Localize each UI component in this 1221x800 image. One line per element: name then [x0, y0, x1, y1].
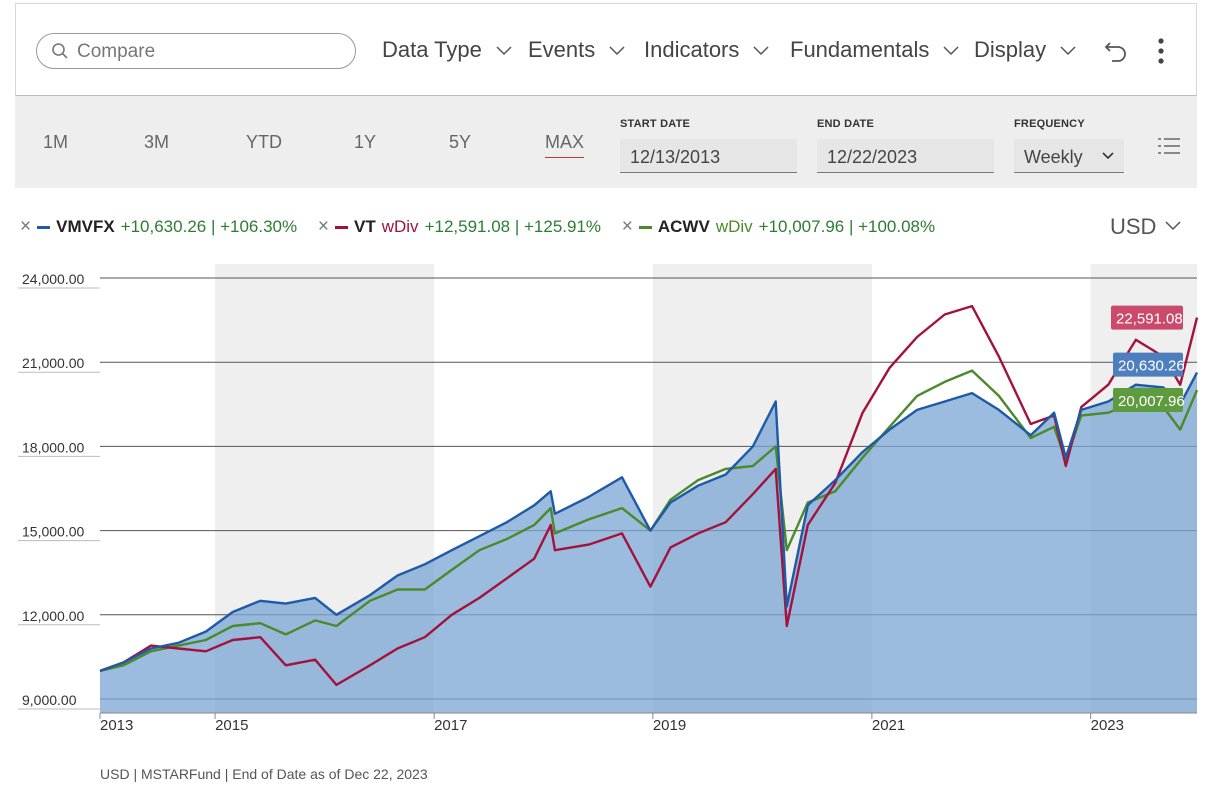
display-menu[interactable]: Display — [974, 37, 1076, 63]
x-tick-label: 2017 — [434, 717, 467, 734]
chevron-down-icon[interactable] — [1165, 221, 1181, 231]
series-line-vmvfx — [99, 372, 1199, 673]
y-tick-label: 9,000.00 — [22, 692, 77, 708]
events-label: Events — [528, 37, 596, 62]
end-value-label: 22,591.08 — [1116, 311, 1183, 328]
legend-wdiv: wDiv — [381, 217, 419, 236]
chevron-down-icon — [1060, 46, 1076, 56]
end-value-tag — [1113, 388, 1183, 413]
remove-series-icon[interactable]: × — [20, 216, 32, 237]
indicators-label: Indicators — [644, 37, 740, 62]
chevron-down-icon — [943, 46, 959, 56]
start-date-value: 12/13/2013 — [630, 147, 721, 167]
price-chart[interactable]: 9,000.00 12,000.00 15,000.00 18,000.00 21,00… — [0, 240, 1221, 750]
start-date-field[interactable]: 12/13/2013 — [620, 139, 797, 173]
legend-ticker: ACWV — [657, 217, 710, 236]
y-tick-label: 18,000.00 — [22, 439, 84, 455]
chart-footer: USD | MSTARFund | End of Date as of Dec … — [100, 766, 428, 782]
legend-entry-acwv: × ACWV wDiv +10,007.96 | +100.08% — [621, 216, 951, 237]
range-1m-button[interactable]: 1M — [43, 132, 69, 152]
frequency-value: Weekly — [1024, 147, 1083, 167]
legend-change: +10,630.26 | +106.30% — [120, 217, 298, 236]
chevron-down-icon — [609, 46, 625, 56]
search-icon — [52, 43, 68, 59]
legend-ticker: VMVFX — [56, 217, 115, 236]
chevron-down-icon — [496, 46, 512, 56]
y-tick-label: 21,000.00 — [22, 355, 84, 371]
fundamentals-menu[interactable]: Fundamentals — [790, 37, 959, 63]
range-5y-button[interactable]: 5Y — [449, 132, 472, 152]
remove-series-icon[interactable]: × — [621, 216, 633, 237]
end-value-label: 20,630.26 — [1118, 358, 1185, 375]
remove-series-icon[interactable]: × — [317, 216, 329, 237]
end-value-tag — [1113, 352, 1183, 377]
range-max-button[interactable]: MAX — [545, 132, 585, 158]
legend-entry-vt: × VT wDiv +12,591.08 | +125.91% — [317, 216, 622, 237]
legend-entry-vmvfx: × VMVFX +10,630.26 | +106.30% — [20, 216, 318, 237]
end-date-field[interactable]: 12/22/2023 — [817, 139, 994, 173]
undo-icon[interactable] — [1104, 38, 1128, 62]
list-view-icon[interactable] — [1157, 136, 1181, 156]
range-1y-button[interactable]: 1Y — [354, 132, 377, 152]
currency-select[interactable]: USD — [1110, 214, 1157, 239]
frequency-select[interactable]: Weekly — [1014, 139, 1124, 173]
x-tick-label: 2013 — [100, 717, 133, 734]
chevron-down-icon — [1102, 152, 1114, 160]
range-3m-button[interactable]: 3M — [144, 132, 170, 152]
y-tick-label: 24,000.00 — [22, 271, 84, 287]
range-ytd-button[interactable]: YTD — [246, 132, 282, 152]
legend-wdiv: wDiv — [715, 217, 753, 236]
x-tick-label: 2019 — [653, 717, 686, 734]
toolbar: Compare Data Type Events Indicators Fund… — [15, 3, 1197, 96]
end-value-tag — [1111, 305, 1183, 330]
data-type-label: Data Type — [382, 37, 482, 62]
legend-change: +10,007.96 | +100.08% — [758, 217, 936, 236]
y-tick-label: 15,000.00 — [22, 524, 84, 540]
range-bar: 1M 3M YTD 1Y 5Y MAX START DATE 12/13/201… — [15, 96, 1197, 188]
display-label: Display — [974, 37, 1047, 62]
events-menu[interactable]: Events — [528, 37, 625, 63]
x-tick-label: 2015 — [215, 717, 248, 734]
x-tick-label: 2021 — [872, 717, 905, 734]
end-date-value: 12/22/2023 — [827, 147, 918, 167]
x-tick-label: 2023 — [1091, 717, 1124, 734]
compare-placeholder: Compare — [77, 41, 156, 62]
series-line-acwv — [99, 369, 1199, 673]
compare-search-input[interactable]: Compare — [36, 33, 356, 69]
legend-swatch — [638, 225, 652, 229]
fundamentals-label: Fundamentals — [790, 37, 930, 62]
chart-legend: × VMVFX +10,630.26 | +106.30% × VT wDiv +12,5… — [20, 216, 951, 238]
indicators-menu[interactable]: Indicators — [644, 37, 769, 63]
y-tick-label: 12,000.00 — [22, 608, 84, 624]
legend-swatch — [37, 225, 51, 229]
legend-swatch — [334, 225, 348, 229]
legend-ticker: VT — [353, 217, 376, 236]
more-options-icon[interactable] — [1156, 37, 1166, 65]
frequency-label: FREQUENCY — [1014, 118, 1085, 130]
start-date-label: START DATE — [620, 118, 691, 130]
legend-change: +12,591.08 | +125.91% — [424, 217, 602, 236]
data-type-menu[interactable]: Data Type — [382, 37, 512, 63]
series-line-vt — [99, 304, 1199, 687]
chevron-down-icon — [753, 46, 769, 56]
vmvfx-area — [100, 372, 1197, 713]
end-value-label: 20,007.96 — [1118, 393, 1185, 410]
end-date-label: END DATE — [817, 118, 875, 130]
